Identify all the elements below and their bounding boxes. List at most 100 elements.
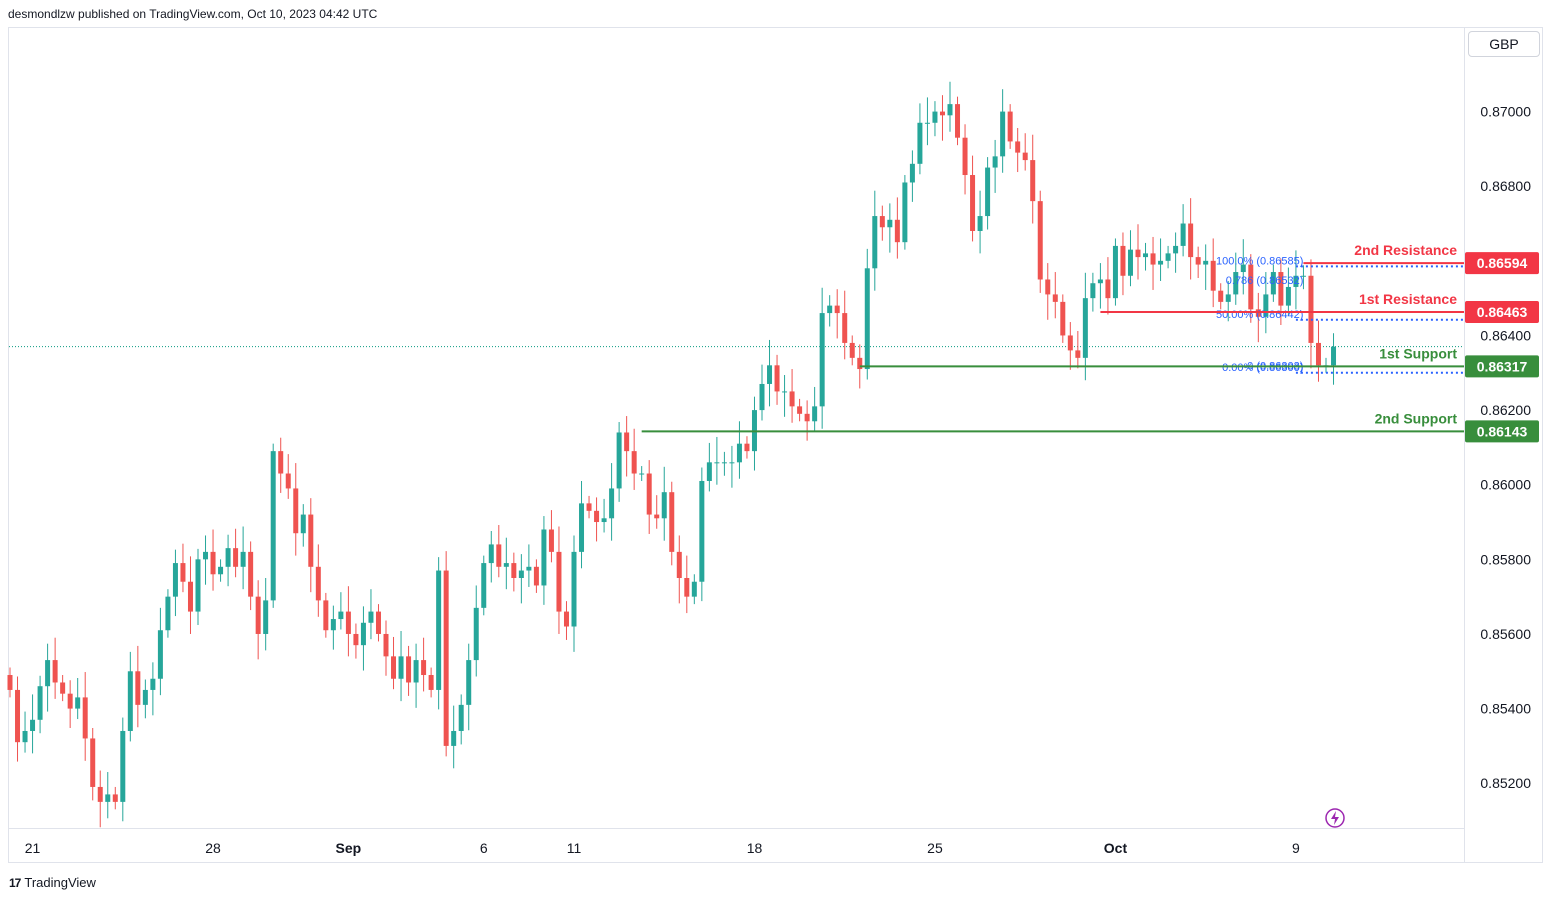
candle-body [639,473,645,475]
fib-label: 0.00% (0.86300) [1222,362,1303,374]
candle-body [285,473,291,489]
candle-body [1278,272,1284,306]
candle-body [67,693,73,709]
candle-body [691,581,697,597]
candle-body [473,607,479,661]
candle-body [579,503,585,552]
x-tick-label: 11 [567,840,582,856]
candle-body [353,633,359,646]
x-tick-label: 6 [480,840,488,856]
candle-body [195,559,201,612]
candle-body [203,551,209,560]
candle-body [631,451,637,474]
candle-body [684,578,690,597]
candle-body [1052,294,1058,302]
lightning-bolt-icon [1331,811,1339,825]
candle-body [142,689,148,705]
candle-body [985,167,991,217]
tradingview-brand: TradingView [24,875,96,890]
candle-body [496,544,502,567]
candle-body [924,122,930,124]
candle-body [45,660,51,687]
lightning-icon [1325,808,1345,828]
candle-body [22,730,28,743]
candle-body [1195,257,1201,265]
candle-body [1135,249,1141,258]
candle-body [172,563,178,597]
candle-body [518,570,524,578]
support-1-label: 1st Support [1379,345,1457,361]
candle-body [165,596,171,631]
candle-body [187,581,193,612]
candle-body [1022,152,1028,161]
candle-body [797,406,803,414]
candle-body [864,268,870,370]
candle-body [563,611,569,627]
candle-body [669,492,675,552]
candle-body [1180,223,1186,246]
candle-body [1270,272,1276,295]
candle-body [1315,342,1321,366]
candle-body [308,514,314,567]
candle-body [1285,286,1291,306]
candle-body [887,219,893,228]
candle-body [1000,111,1006,157]
candle-body [1158,260,1164,265]
candle-body [556,551,562,612]
candle-body [857,357,863,370]
candle-body [263,600,269,634]
candle-body [413,660,419,683]
candle-body [782,391,788,393]
candle-body [270,451,276,601]
candle-body [834,305,840,314]
candle-body [1112,245,1118,299]
candle-body [1143,253,1149,258]
resistance-1-price-text: 0.86463 [1477,304,1528,320]
candle-body [624,432,630,452]
candle-body [90,738,96,787]
candle-body [744,443,750,452]
candle-body [962,137,968,176]
candle-body [1218,290,1224,302]
resistance-2-price-badge [1465,252,1539,275]
candle-body [1210,260,1216,291]
candle-body [571,551,577,627]
candle-body [842,313,848,343]
candle-body [970,175,976,231]
candle-body [1097,279,1103,284]
candle-body [1037,201,1043,280]
chart-frame [8,27,1543,863]
x-tick-label: 18 [747,840,763,856]
x-tick-label: 25 [927,840,943,856]
candle-body [1203,260,1209,265]
y-tick-label: 0.86200 [1480,402,1531,418]
candle-body [947,104,953,116]
candle-body [120,730,126,802]
candle-body [1090,283,1096,299]
candle-body [601,518,607,523]
y-tick-label: 0.86400 [1480,327,1531,343]
candle-body [82,697,88,739]
candle-body [338,611,344,620]
candle-body [466,660,472,705]
candle-body [1045,279,1051,295]
candle-body [1082,298,1088,358]
x-tick-label: 28 [205,840,221,856]
candle-body [443,570,449,746]
candle-body [293,488,299,534]
candle-body [1030,160,1036,202]
tradingview-logo-icon: 17 [9,875,21,890]
candle-body [30,719,36,731]
candle-body [714,462,720,464]
candle-body [300,514,306,534]
candle-body [97,786,103,802]
x-tick-label: Sep [336,840,362,856]
candle-body [436,570,442,690]
candle-body [503,563,509,567]
candle-body [488,544,494,564]
candle-body [533,566,539,586]
candle-body [1067,335,1073,351]
currency-button[interactable]: GBP [1468,31,1540,57]
candle-body [1233,272,1239,295]
